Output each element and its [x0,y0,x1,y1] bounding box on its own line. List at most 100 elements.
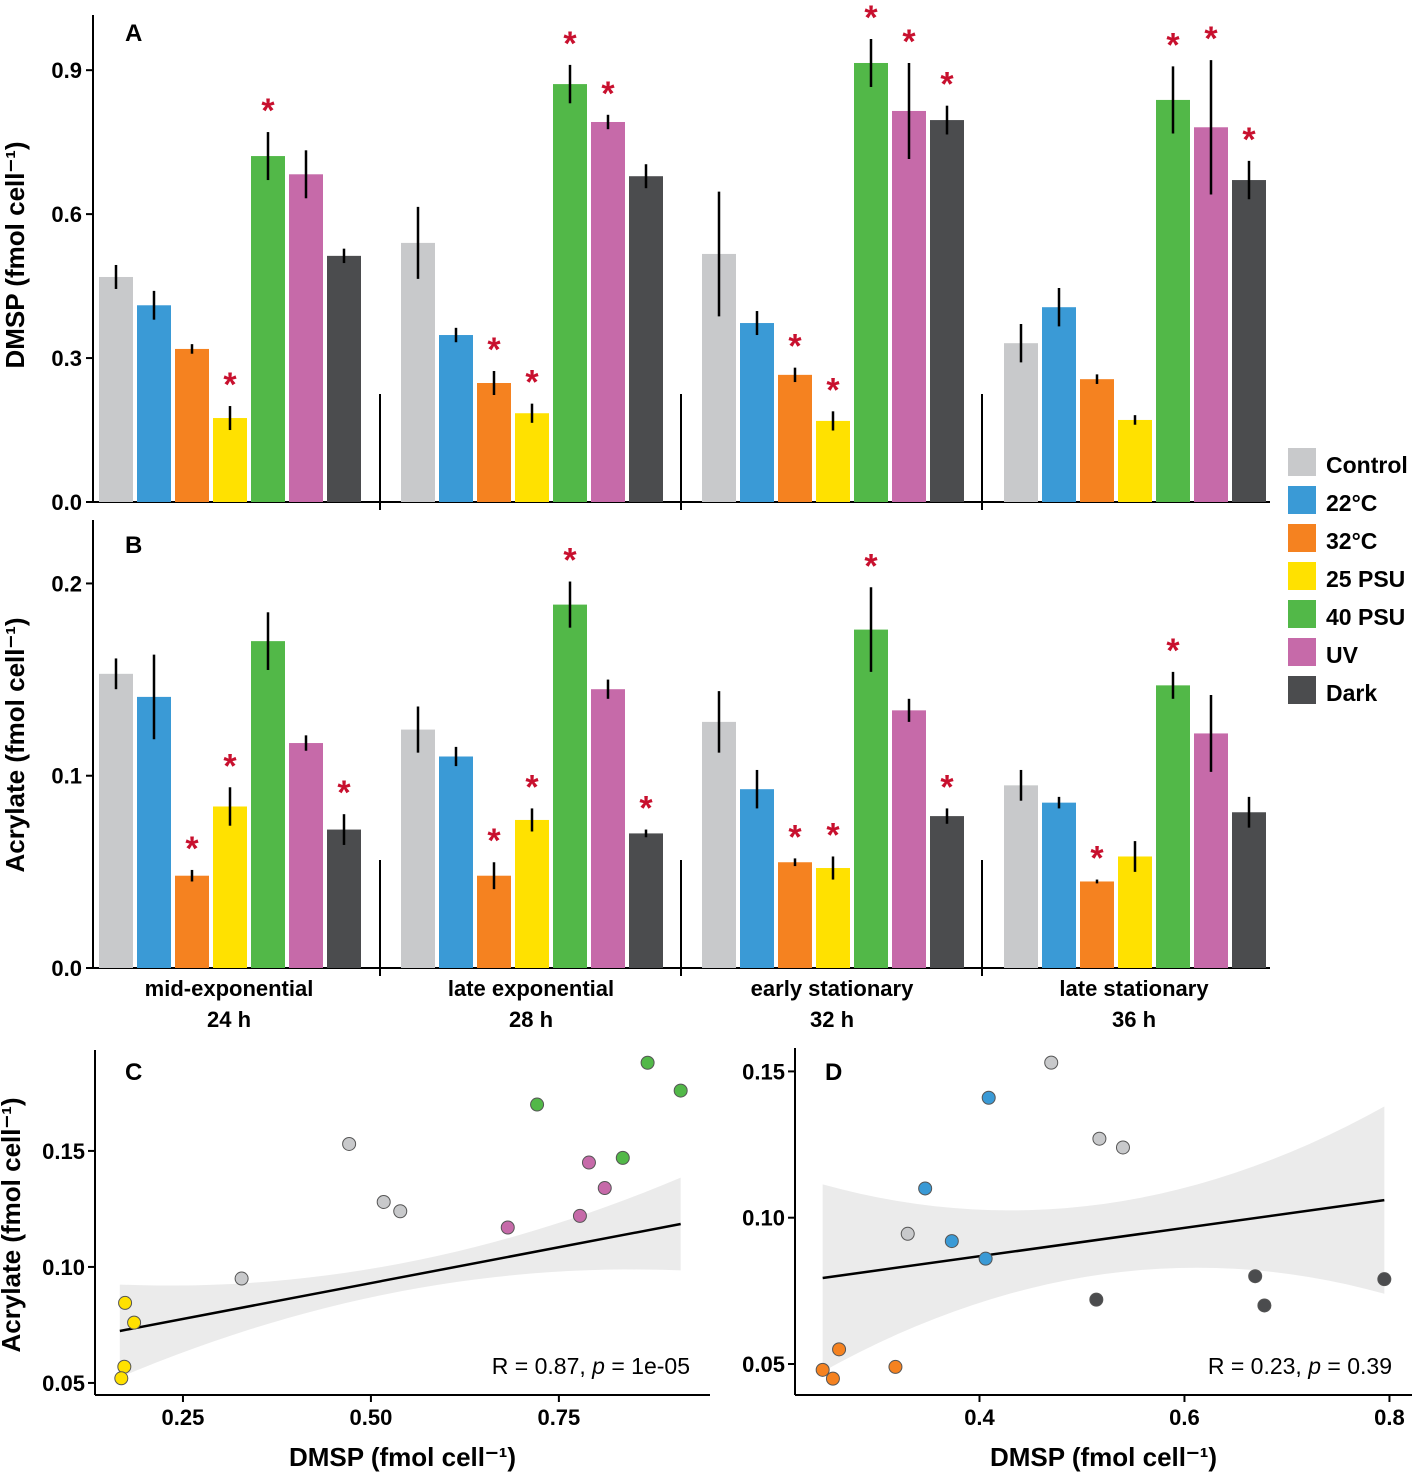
data-point [1115,1140,1130,1155]
panel-D: 0.4 0.6 0.8 0.05 0.10 0.15 DMSP (fmol cell⁻¹) D… [742,1048,1412,1472]
legend-label: 25 PSU [1326,566,1405,592]
legend-label: Dark [1326,680,1377,706]
category-label: mid-exponential [145,976,314,1001]
panel-C: 0.25 0.50 0.75 0.05 0.10 0.15 DMSP (fmol cell⁻… [0,1050,710,1472]
bar-22°C [740,323,774,502]
data-point [393,1204,408,1219]
data-point [572,1208,587,1223]
bar-32°C [1080,379,1114,502]
bar-32°C [175,875,209,968]
significance-asterisk: * [864,0,878,37]
p-label: p [591,1353,605,1379]
regression-line [822,1198,1385,1280]
significance-asterisk: * [601,75,615,113]
category-sublabel: 24 h [207,1007,251,1032]
legend-label: Control [1326,452,1408,478]
x-axis-label: DMSP (fmol cell⁻¹) [289,1442,516,1472]
p-label: p [1307,1353,1321,1379]
data-point [342,1136,357,1151]
y-tick-label: 0.15 [42,1139,85,1164]
category-sublabel: 28 h [509,1007,553,1032]
bar-22°C [1042,307,1076,502]
bar-Control [401,242,435,502]
significance-asterisk: * [525,364,539,402]
bar-UV [1194,733,1228,968]
legend-label: 32°C [1326,528,1377,554]
y-tick-label: 0.6 [51,202,82,227]
data-point [114,1371,129,1386]
legend-label: UV [1326,642,1359,668]
data-point [118,1295,133,1310]
category-label: late stationary [1059,976,1209,1001]
data-point [1377,1272,1392,1287]
panel-B: 0.0 0.1 0.2 Acrylate (fmol cell⁻¹) B * * * * * * * *… [0,520,1270,1032]
data-point [888,1359,903,1374]
data-point [581,1155,596,1170]
bar-40 PSU [251,641,285,968]
y-axis-label: DMSP (fmol cell⁻¹) [0,141,30,368]
r-value: R = 0.87, [492,1353,592,1379]
bar-Control [99,276,133,502]
x-tick-label: 0.4 [964,1405,995,1430]
significance-asterisk: * [261,92,275,130]
correlation-annotation: R = 0.87, p = 1e-05 [492,1353,690,1379]
data-point [825,1371,840,1386]
data-point [127,1315,142,1330]
category-label: early stationary [751,976,914,1001]
significance-asterisk: * [826,816,840,854]
bar-25 PSU [515,413,549,502]
significance-asterisk: * [639,790,653,828]
bar-40 PSU [854,629,888,968]
category-label: late exponential [448,976,614,1001]
data-point [376,1194,391,1209]
bar-40 PSU [553,604,587,968]
bar-Control [401,729,435,968]
significance-asterisk: * [788,818,802,856]
data-point [615,1150,630,1165]
bar-25 PSU [1118,419,1152,502]
significance-asterisk: * [563,542,577,580]
y-tick-label: 0.15 [742,1059,785,1084]
bar-40 PSU [251,156,285,502]
bar-32°C [778,374,812,502]
panel-label: C [125,1059,142,1086]
significance-asterisk: * [1166,632,1180,670]
bar-32°C [477,875,511,968]
data-point [673,1083,688,1098]
bar-32°C [1080,881,1114,968]
bar-25 PSU [213,418,247,502]
significance-asterisk: * [1090,840,1104,878]
significance-asterisk: * [940,66,954,104]
data-point [1248,1269,1263,1284]
bar-22°C [740,789,774,968]
y-axis-label: Acrylate (fmol cell⁻¹) [0,617,30,872]
data-point [1089,1292,1104,1307]
significance-asterisk: * [1204,20,1218,58]
bar-25 PSU [515,819,549,968]
bar-Dark [327,255,361,502]
data-point [1044,1055,1059,1070]
panel-label: A [125,20,142,47]
bar-UV [289,743,323,968]
y-tick-label: 0.0 [51,956,82,981]
panel-A: 0.0 0.3 0.6 0.9 DMSP (fmol cell⁻¹) A * * * * * * * * *… [0,0,1270,515]
x-axis-label: DMSP (fmol cell⁻¹) [990,1442,1217,1472]
data-point [815,1362,830,1377]
bar-Control [1004,343,1038,502]
bar-UV [892,110,926,502]
bar-Control [702,721,736,968]
bar-22°C [439,335,473,502]
y-tick-label: 0.10 [742,1206,785,1231]
category-sublabel: 32 h [810,1007,854,1032]
bar-25 PSU [816,868,850,968]
significance-asterisk: * [185,830,199,868]
legend-swatch [1288,524,1316,552]
legend-swatch [1288,676,1316,704]
y-tick-label: 0.3 [51,346,82,371]
y-tick-label: 0.0 [51,490,82,515]
bar-Dark [930,120,964,503]
panel-label: D [825,1059,842,1086]
bar-32°C [175,348,209,502]
y-tick-label: 0.2 [51,571,82,596]
bar-Dark [327,829,361,968]
